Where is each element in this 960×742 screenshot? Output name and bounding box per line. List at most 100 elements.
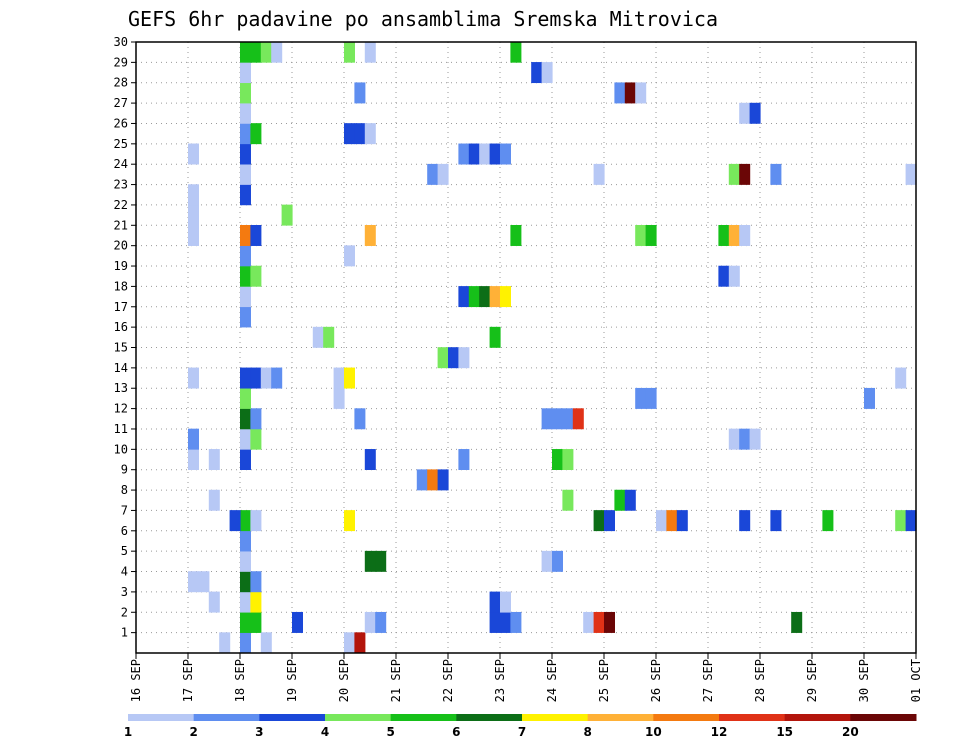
heatmap-cell-136 [728,225,740,246]
x-tick-label-0: 16 SEP [129,659,143,702]
heatmap-cell-106 [531,62,543,84]
heatmap-cell-154 [905,510,917,532]
heatmap-cell-141 [739,163,751,185]
heatmap-cell-121 [604,510,615,532]
heatmap-cell-112 [541,408,553,430]
heatmap-cell-23 [250,265,262,287]
heatmap-cell-124 [624,489,636,511]
heatmap-cell-104 [510,225,522,246]
heatmap-cell-28 [240,163,251,185]
y-tick-label-1: 1 [121,626,128,640]
heatmap-cell-50 [188,225,199,246]
heatmap-cell-74 [364,550,376,572]
heatmap-cell-126 [624,82,636,104]
heatmap-cell-91 [489,286,501,308]
legend-label-4: 5 [386,725,394,739]
heatmap-cell-63 [354,408,366,430]
heatmap-cell-110 [552,449,563,470]
heatmap-cell-41 [260,632,272,654]
heatmap-cell-47 [188,449,199,470]
x-tick-label-9: 25 SEP [597,659,611,702]
heatmap-cell-87 [458,449,470,470]
heatmap-cell-27 [240,184,251,206]
x-axis: 16 SEP 17 SEP 18 SEP 19 SEP 20 SEP 21 SEP 22 S… [129,653,923,702]
heatmap-cell-151 [822,510,834,532]
y-tick-label-22: 22 [114,198,128,212]
legend-label-8: 10 [645,725,662,739]
x-tick-label-5: 21 SEP [389,659,403,702]
heatmap-cell-10 [240,510,251,532]
heatmap-cell-5 [250,591,262,613]
legend-swatch-11 [850,714,917,721]
heatmap-cell-32 [240,102,251,124]
heatmap-cell-1 [240,632,251,654]
y-tick-label-6: 6 [121,524,128,538]
heatmap-cell-9 [240,530,251,552]
heatmap-cell-120 [593,510,605,532]
heatmap-cell-85 [448,347,459,369]
legend-label-11: 20 [842,725,859,739]
y-tick-label-19: 19 [114,259,128,273]
heatmap-cell-37 [260,41,272,63]
heatmap-cell-7 [250,571,262,593]
y-tick-label-3: 3 [121,585,128,599]
x-tick-label-6: 22 SEP [441,659,455,702]
heatmap-cell-19 [250,367,262,389]
heatmap-cell-113 [552,408,563,430]
heatmap-cell-139 [728,265,740,287]
heatmap-cell-102 [500,591,511,613]
x-tick-label-14: 30 SEP [857,659,871,702]
heatmap-cell-14 [250,428,262,450]
legend-label-0: 1 [124,725,132,739]
x-tick-label-10: 26 SEP [649,659,663,702]
heatmap-cell-0 [219,632,231,654]
heatmap-cell-83 [437,163,449,185]
heatmap-cell-79 [416,469,428,491]
heatmap-cell-152 [864,387,875,409]
heatmap-cell-99 [500,611,511,633]
heatmap-cell-140 [728,163,740,185]
heatmap-cell-135 [718,225,730,246]
heatmap-cell-62 [344,510,355,532]
heatmap-cell-129 [645,387,657,409]
x-tick-label-12: 28 SEP [753,659,767,702]
legend-swatch-0 [128,714,195,721]
y-tick-label-16: 16 [114,320,128,334]
heatmap-cell-82 [427,163,439,185]
heatmap-cell-21 [240,286,251,308]
heatmap-cell-35 [240,41,251,63]
heatmap-cell-86 [458,347,470,369]
heatmap-cell-148 [770,510,782,532]
heatmap-cell-101 [489,591,501,613]
grid-lines [136,41,916,653]
heatmap-cell-90 [479,286,491,308]
y-tick-label-5: 5 [121,544,128,558]
y-tick-label-8: 8 [121,483,128,497]
heatmap-cell-31 [250,123,262,145]
heatmap-cell-58 [323,326,335,348]
y-tick-label-10: 10 [114,442,128,456]
heatmap-cell-39 [260,367,272,389]
heatmap-cell-150 [791,611,803,633]
heatmap-cell-70 [364,123,376,145]
heatmap-cell-105 [510,41,522,63]
heatmap-cell-16 [250,408,262,430]
heatmap-cell-149 [770,163,782,185]
heatmap-cell-128 [635,387,647,409]
heatmap-cell-146 [739,102,751,124]
x-tick-label-1: 17 SEP [181,659,195,702]
heatmap-cell-71 [364,225,376,246]
heatmap-cell-143 [739,428,751,450]
heatmap-cell-29 [240,143,251,165]
y-tick-label-15: 15 [114,341,128,355]
heatmap-cell-145 [739,510,751,532]
heatmap-cell-138 [718,265,730,287]
heatmap-cell-84 [437,347,449,369]
heatmap-cell-92 [500,286,511,308]
heatmap-cell-20 [240,306,251,328]
heatmap-cell-34 [240,62,251,84]
y-tick-label-29: 29 [114,55,128,69]
heatmap-cells [188,41,917,654]
heatmap-cell-6 [240,571,251,593]
legend-label-5: 6 [452,725,460,739]
